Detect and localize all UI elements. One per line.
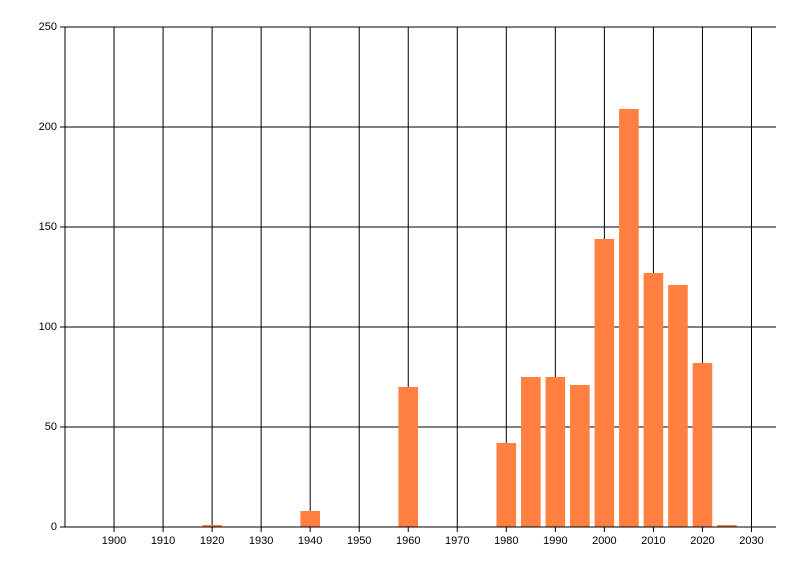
x-tick-label: 1990: [543, 535, 567, 547]
bar: [496, 443, 517, 527]
x-tick-label: 1980: [494, 535, 518, 547]
x-tick-label: 1920: [200, 535, 224, 547]
y-tick-label: 150: [39, 221, 57, 233]
x-tick-label: 1930: [249, 535, 273, 547]
x-tick-label: 2030: [739, 535, 763, 547]
bar: [202, 525, 222, 527]
y-tick-label: 100: [39, 321, 57, 333]
x-tick-label: 2010: [641, 535, 665, 547]
y-tick-label: 50: [45, 421, 57, 433]
bar: [570, 385, 590, 527]
bar: [594, 239, 615, 527]
x-tick-label: 1910: [151, 535, 175, 547]
bar: [619, 109, 639, 527]
bar: [300, 511, 320, 527]
y-tick-label: 0: [51, 521, 57, 533]
bar: [643, 273, 664, 527]
x-tick-label: 2020: [690, 535, 714, 547]
x-tick-label: 1950: [347, 535, 371, 547]
y-tick-label: 200: [39, 121, 57, 133]
x-tick-label: 1970: [445, 535, 469, 547]
bar: [545, 377, 566, 527]
bar: [692, 363, 713, 527]
bar: [521, 377, 541, 527]
x-tick-label: 1960: [396, 535, 420, 547]
x-tick-label: 1940: [298, 535, 322, 547]
bar: [668, 285, 688, 527]
x-tick-label: 2000: [592, 535, 616, 547]
x-tick-label: 1900: [102, 535, 126, 547]
bar: [717, 525, 737, 527]
bar: [398, 387, 419, 527]
y-tick-label: 250: [39, 21, 57, 33]
